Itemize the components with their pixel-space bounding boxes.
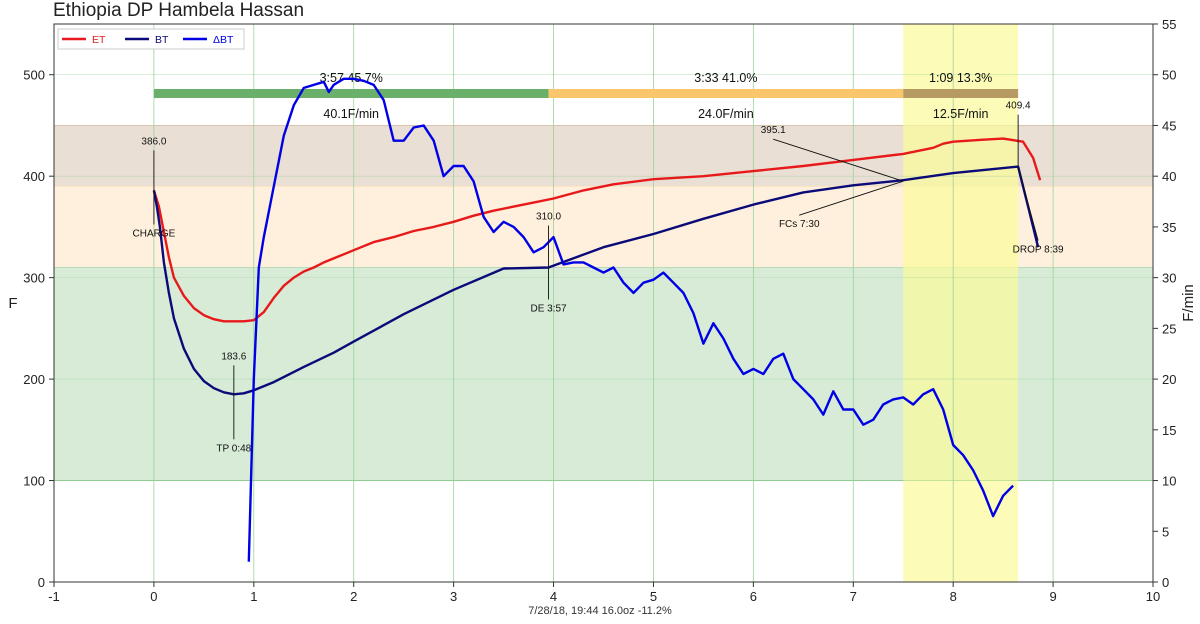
x-tick-label: 2 (350, 589, 357, 604)
annotation-event: FCs 7:30 (779, 219, 820, 230)
annotation-leader (1017, 166, 1039, 241)
y2-tick-label: 55 (1162, 17, 1176, 32)
phase-rate: 24.0F/min (698, 107, 754, 121)
y-axis-label: F (8, 295, 17, 312)
x-tick-label: 4 (550, 589, 557, 604)
development-window (903, 24, 1019, 582)
y2-tick-label: 15 (1162, 423, 1176, 438)
phase-rate: 40.1F/min (323, 107, 379, 121)
annotation-leader (799, 180, 904, 216)
annotation-layer: 386.0 CHARGE 183.6 TP 0:48 310.0 DE 3:57 395.1… (133, 101, 1065, 455)
phase-label: 1:09 13.3% (929, 71, 992, 85)
phase-label: 3:33 41.0% (694, 71, 757, 85)
x-tick-label: 8 (950, 589, 957, 604)
y-tick-label: 200 (23, 372, 45, 387)
annotation-value: 409.4 (1006, 101, 1031, 112)
x-tick-label: 3 (450, 589, 457, 604)
annotation-event: TP 0:48 (216, 443, 251, 454)
phase-bar-1 (548, 88, 904, 98)
y2-axis-label: F/min (1180, 284, 1197, 322)
y2-tick-label: 30 (1162, 271, 1176, 286)
legend-box (57, 28, 245, 50)
y-tick-label: 400 (23, 169, 45, 184)
y2-tick-label: 25 (1162, 321, 1176, 336)
x-tick-label: 10 (1146, 589, 1160, 604)
phase-bar-0 (153, 88, 549, 98)
annotation-leader (773, 138, 904, 182)
annotation-value: 310.0 (536, 211, 561, 222)
y2-tick-label: 40 (1162, 169, 1176, 184)
y-tick-label: 100 (23, 474, 45, 489)
x-tick-label: 9 (1049, 589, 1056, 604)
annotation-value: 183.6 (221, 351, 246, 362)
x-tick-label: 1 (250, 589, 257, 604)
phase-rate: 12.5F/min (933, 107, 989, 121)
y2-tick-label: 20 (1162, 372, 1176, 387)
x-tick-label: 0 (150, 589, 157, 604)
x-tick-label: -1 (48, 589, 60, 604)
y2-tick-label: 5 (1162, 524, 1169, 539)
y2-tick-label: 0 (1162, 575, 1169, 590)
x-tick-label: 7 (850, 589, 857, 604)
phase-bar-2 (903, 88, 1019, 98)
annotation-value: 386.0 (141, 136, 166, 147)
annotation-event: CHARGE (133, 228, 176, 239)
y2-tick-label: 50 (1162, 68, 1176, 83)
series-line-1 (152, 165, 1040, 396)
annotation-event: DROP 8:39 (1013, 245, 1064, 256)
x-tick-label: 5 (650, 589, 657, 604)
y-tick-label: 0 (38, 575, 45, 590)
x-tick-label: 6 (750, 589, 757, 604)
series-line-0 (152, 137, 1042, 323)
axes-layer: -1 0 1 2 3 4 5 6 7 8 9 1001002003004005000510152025… (8, 17, 1197, 604)
legend-label: BT (155, 34, 169, 46)
y2-tick-label: 35 (1162, 220, 1176, 235)
series-layer (152, 77, 1042, 562)
series-line-2 (247, 77, 1014, 562)
legend-label: ΔBT (213, 34, 234, 46)
plot-frame (53, 23, 1154, 583)
background-layer (54, 24, 1153, 582)
y-tick-label: 300 (23, 271, 45, 286)
chart-title: Ethiopia DP Hambela Hassan (53, 0, 305, 21)
annotation-event: DE 3:57 (530, 303, 567, 314)
grid-layer (53, 24, 1154, 582)
legend-label: ET (92, 34, 106, 46)
chart-subtitle: 7/28/18, 19:44 16.0oz -11.2% (528, 605, 672, 617)
chart-legend: ET BT ΔBT (57, 28, 245, 50)
annotation-value: 395.1 (761, 125, 786, 136)
y-tick-label: 500 (23, 68, 45, 83)
y2-tick-label: 10 (1162, 474, 1176, 489)
y2-tick-label: 45 (1162, 118, 1176, 133)
